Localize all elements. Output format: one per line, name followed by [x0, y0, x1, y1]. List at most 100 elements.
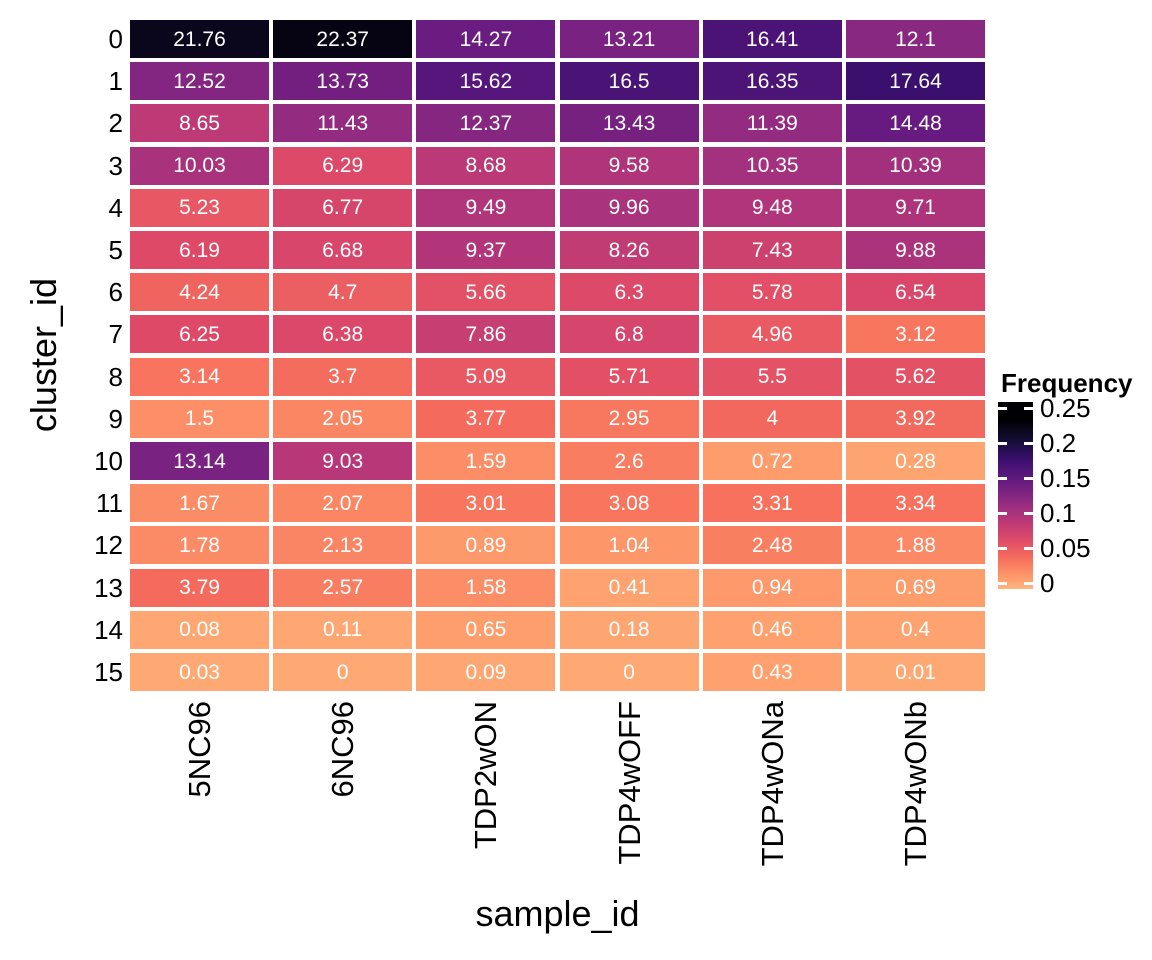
heatmap-cell: 5.71	[559, 357, 699, 396]
heatmap-cell: 5.66	[416, 273, 556, 312]
y-tick-label: 9	[108, 403, 123, 434]
heatmap-cell: 3.08	[559, 484, 699, 523]
heatmap-cell: 15.62	[416, 62, 556, 101]
legend-tick-label: 0.25	[1040, 393, 1091, 423]
heatmap-cell: 0.18	[559, 610, 699, 649]
heatmap-cell: 0.08	[130, 610, 269, 649]
y-tick-label: 1	[108, 66, 123, 97]
heatmap-cell: 3.7	[273, 357, 413, 396]
heatmap-cell: 0.03	[130, 653, 269, 691]
y-axis-title-box: cluster_id	[16, 20, 72, 691]
x-tick-label: 6NC96	[325, 701, 361, 798]
heatmap-cell: 16.41	[702, 20, 842, 58]
heatmap-cell: 0.01	[846, 653, 985, 691]
legend-tick-label: 0	[1040, 568, 1055, 598]
legend-tick-mark	[998, 476, 1007, 480]
legend-tick-mark	[998, 441, 1007, 445]
heatmap-cell: 3.77	[416, 399, 556, 438]
legend-tick-label: 0.05	[1040, 533, 1091, 563]
heatmap-cell: 2.07	[273, 484, 413, 523]
heatmap-cell: 9.48	[702, 188, 842, 227]
heatmap-cell: 12.37	[416, 104, 556, 143]
x-tick-label: TDP4wONb	[898, 701, 933, 867]
heatmap-cell: 14.27	[416, 20, 556, 58]
x-tick-label: TDP2wON	[468, 701, 504, 850]
heatmap-cell: 3.14	[130, 357, 269, 396]
heatmap-cell: 0	[559, 653, 699, 691]
heatmap-cell: 0.43	[702, 653, 842, 691]
legend-tick-mark	[998, 581, 1007, 585]
heatmap-cell: 16.5	[559, 62, 699, 101]
y-tick-label: 8	[108, 361, 123, 392]
heatmap-cell: 5.5	[702, 357, 842, 396]
heatmap-cell: 2.05	[273, 399, 413, 438]
heatmap-cell: 11.43	[273, 104, 413, 143]
y-tick-label: 5	[108, 235, 123, 265]
heatmap-cell: 0.94	[702, 568, 842, 607]
legend-tick-mark	[1024, 581, 1033, 585]
heatmap-cell: 10.35	[702, 146, 842, 185]
y-tick-label: 12	[94, 530, 123, 561]
heatmap-cell: 6.54	[846, 273, 985, 312]
heatmap-cell: 13.43	[559, 104, 699, 143]
x-tick-label: TDP4wOFF	[611, 701, 647, 865]
heatmap-cell: 6.8	[559, 315, 699, 354]
heatmap-cell: 0.4	[846, 610, 985, 649]
heatmap-cell: 6.77	[273, 188, 413, 227]
heatmap-cell: 1.78	[130, 526, 269, 565]
legend-tick-mark	[1024, 476, 1033, 480]
x-tick-label-box: 6NC96	[273, 701, 412, 891]
heatmap-cell: 4.7	[273, 273, 413, 312]
y-tick-label: 2	[108, 108, 123, 139]
heatmap-cell: 7.43	[702, 231, 842, 269]
heatmap-cell: 9.03	[273, 442, 413, 480]
y-tick-label: 10	[94, 446, 123, 476]
heatmap-cell: 1.88	[846, 526, 985, 565]
heatmap-cell: 0.69	[846, 568, 985, 607]
heatmap-cell: 6.29	[273, 146, 413, 185]
heatmap-cell: 0.72	[702, 442, 842, 480]
heatmap-cell: 21.76	[130, 20, 269, 58]
heatmap-cell: 0.89	[416, 526, 556, 565]
y-tick-label: 0	[108, 24, 123, 54]
legend-tick-label: 0.1	[1040, 498, 1077, 528]
heatmap-cell: 6.68	[273, 231, 413, 269]
legend-tick-mark	[1024, 546, 1033, 550]
heatmap-cell: 4	[702, 399, 842, 438]
heatmap-cell: 10.39	[846, 146, 985, 185]
heatmap-cell: 9.96	[559, 188, 699, 227]
heatmap-cell: 17.64	[846, 62, 985, 101]
heatmap-cell: 5.62	[846, 357, 985, 396]
heatmap-cell: 2.57	[273, 568, 413, 607]
heatmap-cell: 1.5	[130, 399, 269, 438]
heatmap-cell: 3.79	[130, 568, 269, 607]
heatmap-cell: 3.34	[846, 484, 985, 523]
heatmap-cell: 8.68	[416, 146, 556, 185]
legend-colorbar	[998, 402, 1033, 589]
heatmap-cell: 3.92	[846, 399, 985, 438]
heatmap-cell: 9.49	[416, 188, 556, 227]
heatmap-cell: 8.65	[130, 104, 269, 143]
y-tick-label: 13	[94, 572, 123, 603]
heatmap-cell: 0.09	[416, 653, 556, 691]
y-tick-label: 6	[108, 277, 123, 308]
heatmap-cell: 11.39	[702, 104, 842, 143]
heatmap-cell: 12.52	[130, 62, 269, 101]
heatmap-cell: 13.21	[559, 20, 699, 58]
x-tick-label-box: TDP4wONa	[703, 701, 842, 891]
heatmap-cell: 3.31	[702, 484, 842, 523]
legend-tick-label: 0.15	[1040, 463, 1091, 493]
heatmap-cell: 4.24	[130, 273, 269, 312]
heatmap-cell: 2.13	[273, 526, 413, 565]
heatmap-cell: 2.95	[559, 399, 699, 438]
heatmap-cell: 0.28	[846, 442, 985, 480]
heatmap-cell: 0.11	[273, 610, 413, 649]
heatmap-cell: 1.67	[130, 484, 269, 523]
heatmap-cell: 2.6	[559, 442, 699, 480]
y-tick-label: 15	[94, 657, 123, 687]
y-tick-label: 11	[96, 488, 123, 519]
y-tick-label: 7	[108, 319, 123, 350]
y-tick-label: 3	[108, 150, 123, 181]
x-tick-label-box: TDP4wONb	[846, 701, 985, 891]
